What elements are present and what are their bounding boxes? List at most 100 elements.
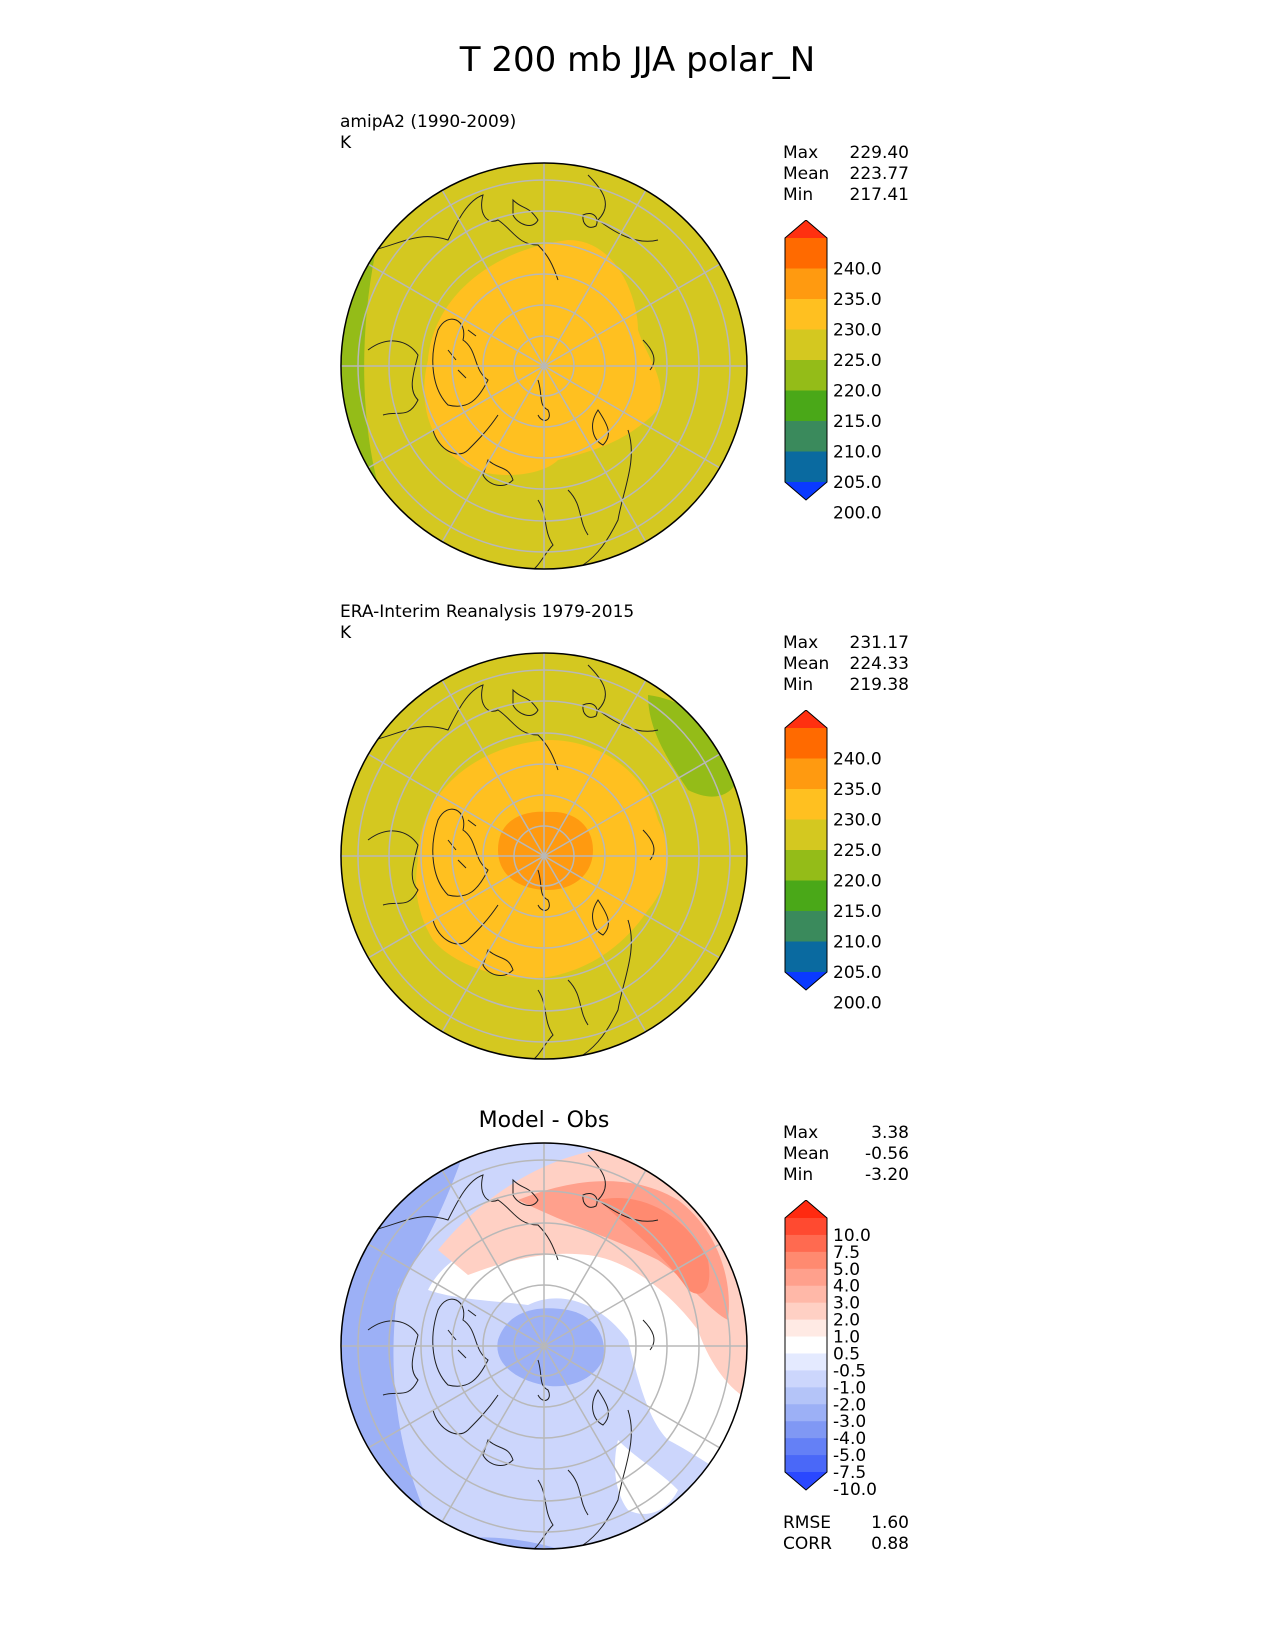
colorbar-tick-label: 4.0 bbox=[833, 1277, 860, 1297]
map-obs bbox=[340, 652, 748, 1060]
colorbar-tick-label: 230.0 bbox=[833, 811, 882, 831]
colorbar-segment bbox=[785, 1455, 827, 1473]
colorbar-tick-label: 220.0 bbox=[833, 382, 882, 402]
colorbar-segment bbox=[785, 728, 827, 759]
field-band-230-235 bbox=[498, 811, 593, 890]
panel-obs-stats: Max 231.17 Mean 224.33 Min 219.38 bbox=[783, 633, 909, 696]
stat-row-mean: Mean -0.56 bbox=[783, 1144, 909, 1164]
panel-model-stats: Max 229.40 Mean 223.77 Min 217.41 bbox=[783, 143, 909, 206]
graticule bbox=[341, 653, 747, 1059]
colorbar-segment bbox=[785, 1302, 827, 1321]
colorbar-tick-label: 240.0 bbox=[833, 260, 882, 280]
stat-row-min: Min 219.38 bbox=[783, 675, 909, 695]
colorbar-tick-label: 10.0 bbox=[833, 1226, 871, 1246]
coastlines bbox=[367, 174, 659, 569]
panel-obs-label: ERA-Interim Reanalysis 1979-2015 bbox=[340, 602, 635, 622]
panel-obs-header: ERA-Interim Reanalysis 1979-2015 K bbox=[340, 602, 634, 644]
colorbar-segment bbox=[785, 850, 827, 881]
colorbar-segment bbox=[785, 238, 827, 269]
colorbar-tick-label: -2.0 bbox=[833, 1395, 866, 1415]
colorbar-tick-label: 220.0 bbox=[833, 872, 882, 892]
field-band-neg0.5-0.5 bbox=[428, 1235, 747, 1490]
colorbar-tick-label: 7.5 bbox=[833, 1243, 860, 1263]
colorbar-diff: 10.07.55.04.03.02.01.00.5-0.5-1.0-2.0-3.… bbox=[784, 1200, 877, 1500]
colorbar-outline bbox=[784, 1200, 828, 1491]
colorbar-segment bbox=[785, 268, 827, 300]
colorbar-tick-label: 210.0 bbox=[833, 443, 882, 463]
panel-diff-stats: Max 3.38 Mean -0.56 Min -3.20 bbox=[783, 1123, 909, 1186]
colorbar-tick-label: 210.0 bbox=[833, 933, 882, 953]
colorbar-segment bbox=[785, 1438, 827, 1456]
colorbar-tick-label: 1.0 bbox=[833, 1328, 860, 1348]
colorbar-tick-label: 215.0 bbox=[833, 902, 882, 922]
panel-model-header: amipA2 (1990-2009) K bbox=[340, 112, 516, 154]
field-band-neg3-neg2 bbox=[497, 1308, 604, 1387]
colorbar-segment bbox=[785, 1234, 827, 1253]
colorbar-segment bbox=[785, 880, 827, 912]
colorbar-tick-label: 215.0 bbox=[833, 412, 882, 432]
map-diff bbox=[340, 1142, 748, 1550]
colorbar-tick-label: -5.0 bbox=[833, 1446, 866, 1466]
stat-row-mean: Mean 224.33 bbox=[783, 654, 909, 674]
stat-row-min: Min 217.41 bbox=[783, 185, 909, 205]
stat-row-max: Max 231.17 bbox=[783, 633, 909, 653]
colorbar-extend-max bbox=[785, 220, 827, 238]
stat-row-max: Max 229.40 bbox=[783, 143, 909, 163]
colorbar-segment bbox=[785, 1421, 827, 1439]
colorbar-tick-label: 205.0 bbox=[833, 963, 882, 983]
metric-row-rmse: RMSE 1.60 bbox=[783, 1513, 909, 1533]
stat-row-min: Min -3.20 bbox=[783, 1165, 909, 1185]
colorbar-segment bbox=[785, 758, 827, 790]
colorbar-segment bbox=[785, 421, 827, 452]
colorbar-extend-max bbox=[785, 710, 827, 728]
panel-obs-units: K bbox=[340, 623, 352, 643]
colorbar-segment bbox=[785, 299, 827, 330]
colorbar-tick-label: 235.0 bbox=[833, 290, 882, 310]
colorbar-tick-label: 2.0 bbox=[833, 1311, 860, 1331]
field-band-neg4-neg3 bbox=[341, 1143, 468, 1549]
panel-diff-title: Model - Obs bbox=[478, 1108, 610, 1133]
colorbar-segment bbox=[785, 911, 827, 942]
colorbar-tick-label: 205.0 bbox=[833, 473, 882, 493]
stat-row-max: Max 3.38 bbox=[783, 1123, 909, 1143]
colorbar-tick-label: -1.0 bbox=[833, 1378, 866, 1398]
field-band-4-5 bbox=[598, 1198, 710, 1294]
colorbar-obs: 240.0 235.0 230.0 225.0 220.0 215.0 210.0 205.0… bbox=[784, 710, 882, 1010]
colorbar-segment bbox=[785, 1268, 827, 1287]
colorbar-outline bbox=[784, 710, 828, 991]
colorbar-tick-label: 225.0 bbox=[833, 351, 882, 371]
colorbar-tick-label: 0.5 bbox=[833, 1344, 860, 1364]
colorbar-extend-max bbox=[785, 1200, 827, 1218]
map-border bbox=[340, 162, 748, 570]
metric-row-corr: CORR 0.88 bbox=[783, 1534, 909, 1554]
colorbar-segment bbox=[785, 1387, 827, 1405]
colorbar-segment bbox=[785, 941, 827, 973]
graticule bbox=[341, 163, 747, 569]
map-border bbox=[340, 652, 748, 1060]
colorbar-tick-label: 225.0 bbox=[833, 841, 882, 861]
colorbar-tick-label: 200.0 bbox=[833, 504, 882, 521]
map-border bbox=[340, 1142, 748, 1550]
colorbar-segment bbox=[785, 1336, 827, 1354]
colorbar-segment bbox=[785, 789, 827, 820]
colorbar-segment bbox=[785, 451, 827, 483]
colorbar-tick-label: 235.0 bbox=[833, 780, 882, 800]
colorbar-segment bbox=[785, 1370, 827, 1388]
panel-model-label: amipA2 (1990-2009) bbox=[340, 112, 517, 132]
colorbar-tick-label: 3.0 bbox=[833, 1294, 860, 1314]
colorbar-tick-label: 240.0 bbox=[833, 750, 882, 770]
colorbar-tick-label: -0.5 bbox=[833, 1361, 866, 1381]
colorbar-segment bbox=[785, 1218, 827, 1236]
colorbar-segment bbox=[785, 360, 827, 391]
colorbar-segment bbox=[785, 1285, 827, 1304]
panel-diff-metrics: RMSE 1.60 CORR 0.88 bbox=[783, 1513, 909, 1555]
panel-model-units: K bbox=[340, 133, 352, 153]
colorbar-segment bbox=[785, 1353, 827, 1371]
colorbar-tick-label: -7.5 bbox=[833, 1463, 866, 1483]
colorbar-tick-label: 5.0 bbox=[833, 1260, 860, 1280]
graticule bbox=[341, 1143, 747, 1549]
colorbar-segment bbox=[785, 329, 827, 361]
colorbar-tick-label: -3.0 bbox=[833, 1412, 866, 1432]
colorbar-segment bbox=[785, 1251, 827, 1270]
map-model bbox=[340, 162, 748, 570]
